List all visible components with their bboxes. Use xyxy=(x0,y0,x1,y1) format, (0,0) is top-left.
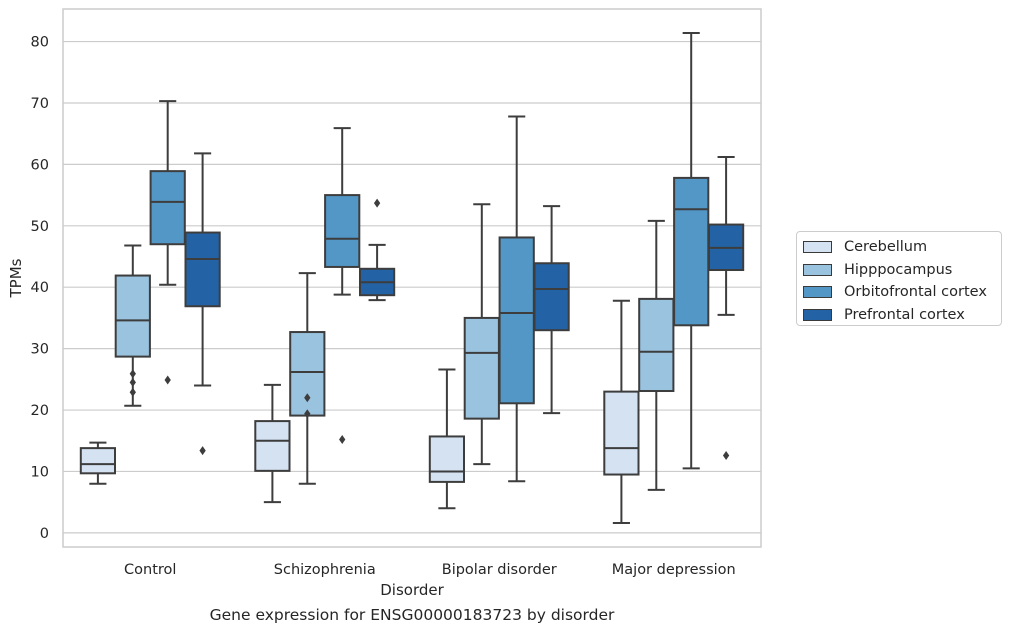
y-tick-label: 10 xyxy=(31,464,49,480)
legend-label: Orbitofrontal cortex xyxy=(844,284,987,301)
legend-swatch xyxy=(803,241,832,254)
box-prefrontal-cortex xyxy=(533,205,570,415)
x-tick-label: Bipolar disorder xyxy=(442,562,557,578)
iqr-box xyxy=(79,447,117,475)
iqr-box xyxy=(603,390,640,476)
y-tick-label: 30 xyxy=(31,342,49,358)
box-cerebellum xyxy=(428,368,466,510)
outlier-point xyxy=(129,377,136,387)
y-axis-ticks: 0 10 20 30 40 50 60 70 80 xyxy=(31,35,49,542)
box-hipppocampus xyxy=(638,219,675,491)
x-tick-label: Major depression xyxy=(612,562,736,578)
iqr-box xyxy=(463,316,500,420)
outlier-point xyxy=(304,393,311,403)
legend-item: Prefrontal cortex xyxy=(803,304,1001,327)
gridlines xyxy=(63,40,761,534)
legend: Cerebellum Hipppocampus Orbitofrontal cort… xyxy=(796,231,1002,326)
box-hipppocampus xyxy=(114,244,151,407)
box-hipppocampus xyxy=(463,203,500,466)
iqr-box xyxy=(673,176,710,327)
x-tick-label: Control xyxy=(124,562,176,578)
outlier-point xyxy=(164,375,171,385)
x-axis-label: Disorder xyxy=(380,581,444,599)
boxes xyxy=(79,31,745,525)
legend-item: Cerebellum xyxy=(803,236,1001,259)
legend-label: Prefrontal cortex xyxy=(844,306,965,323)
iqr-box xyxy=(428,435,466,483)
legend-swatch xyxy=(803,263,832,276)
outlier-point xyxy=(129,369,136,379)
outlier-point xyxy=(199,446,206,456)
legend-swatch xyxy=(803,286,832,299)
outlier-point xyxy=(129,387,136,397)
legend-item: Hipppocampus xyxy=(803,259,1001,282)
iqr-box xyxy=(149,170,186,246)
box-cerebellum xyxy=(79,441,117,485)
iqr-box xyxy=(114,274,151,358)
box-orbitofrontal-cortex xyxy=(149,100,186,385)
y-tick-label: 80 xyxy=(31,35,49,51)
y-tick-label: 60 xyxy=(31,157,49,173)
iqr-box xyxy=(254,420,291,472)
box-prefrontal-cortex xyxy=(358,198,396,302)
iqr-box xyxy=(184,231,221,308)
box-prefrontal-cortex xyxy=(707,156,745,460)
x-axis-ticks: Control Schizophrenia Bipolar disorder Majo… xyxy=(124,562,736,578)
y-tick-label: 40 xyxy=(31,280,49,296)
iqr-box xyxy=(638,297,675,393)
legend-label: Cerebellum xyxy=(844,239,928,256)
box-cerebellum xyxy=(254,383,291,504)
y-tick-label: 20 xyxy=(31,403,49,419)
chart-caption: Gene expression for ENSG00000183723 by d… xyxy=(209,606,615,624)
outlier-point xyxy=(373,198,381,208)
x-tick-label: Schizophrenia xyxy=(274,562,376,578)
box-cerebellum xyxy=(603,299,640,525)
outlier-point xyxy=(339,435,346,445)
legend-label: Hipppocampus xyxy=(844,261,953,278)
plot-area xyxy=(62,8,762,548)
outlier-point xyxy=(722,450,730,460)
box-prefrontal-cortex xyxy=(184,152,221,456)
iqr-box xyxy=(533,262,570,332)
legend-swatch xyxy=(803,308,832,321)
legend-item: Orbitofrontal cortex xyxy=(803,281,1001,304)
y-axis-label: TPMs xyxy=(7,258,25,298)
iqr-box xyxy=(324,194,361,268)
y-tick-label: 70 xyxy=(31,96,49,112)
y-tick-label: 50 xyxy=(31,219,49,235)
outlier-point xyxy=(304,409,311,419)
box-orbitofrontal-cortex xyxy=(673,31,710,470)
iqr-box xyxy=(498,236,535,405)
box-orbitofrontal-cortex xyxy=(324,127,361,445)
iqr-box xyxy=(289,331,326,417)
y-tick-label: 0 xyxy=(40,526,49,542)
box-hipppocampus xyxy=(289,272,326,485)
